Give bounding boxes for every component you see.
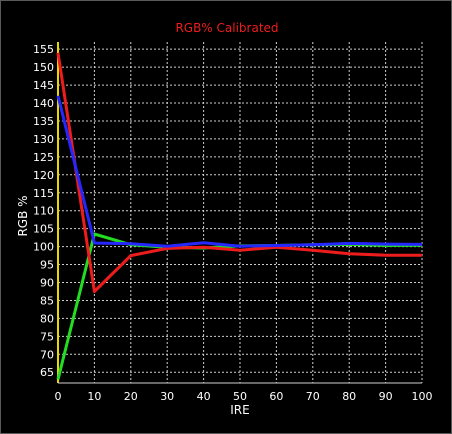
x-tick-label: 100 (412, 390, 433, 403)
series-line-2 (56, 95, 423, 248)
y-tick-label: 135 (33, 115, 54, 128)
y-tick-label: 85 (40, 294, 54, 307)
x-tick-label: 50 (233, 390, 247, 403)
data-series (56, 52, 423, 380)
y-tick-label: 110 (33, 205, 54, 218)
x-tick-label: 0 (55, 390, 62, 403)
x-tick-label: 30 (160, 390, 174, 403)
y-tick-label: 75 (40, 330, 54, 343)
y-tick-label: 145 (33, 79, 54, 92)
y-tick-label: 105 (33, 223, 54, 236)
y-tick-label: 65 (40, 366, 54, 379)
y-tick-label: 70 (40, 348, 54, 361)
x-tick-label: 80 (342, 390, 356, 403)
y-tick-label: 100 (33, 241, 54, 254)
y-tick-label: 95 (40, 259, 54, 272)
y-tick-label: 120 (33, 169, 54, 182)
y-tick-label: 90 (40, 276, 54, 289)
y-tick-label: 80 (40, 312, 54, 325)
chart-title: RGB% Calibrated (175, 21, 278, 35)
y-tick-label: 140 (33, 97, 54, 110)
y-tick-label: 155 (33, 43, 54, 56)
y-tick-label: 150 (33, 61, 54, 74)
y-tick-label: 130 (33, 133, 54, 146)
x-tick-label: 90 (379, 390, 393, 403)
x-axis-label: IRE (230, 403, 249, 417)
x-tick-label: 10 (87, 390, 101, 403)
y-tick-labels: 65 70 75 80 85 90 95 100 105 110 115 120 125 130 135 14… (33, 43, 54, 379)
series-line-1 (56, 52, 422, 293)
y-tick-label: 115 (33, 187, 54, 200)
x-tick-label: 70 (306, 390, 320, 403)
x-tick-label: 60 (269, 390, 283, 403)
grid-lines (58, 42, 423, 383)
x-tick-label: 20 (124, 390, 138, 403)
x-tick-labels: 0 10 20 30 40 50 60 70 80 90 100 (55, 390, 433, 403)
x-tick-label: 40 (197, 390, 211, 403)
y-tick-label: 125 (33, 151, 54, 164)
y-axis-label: RGB % (16, 195, 30, 236)
